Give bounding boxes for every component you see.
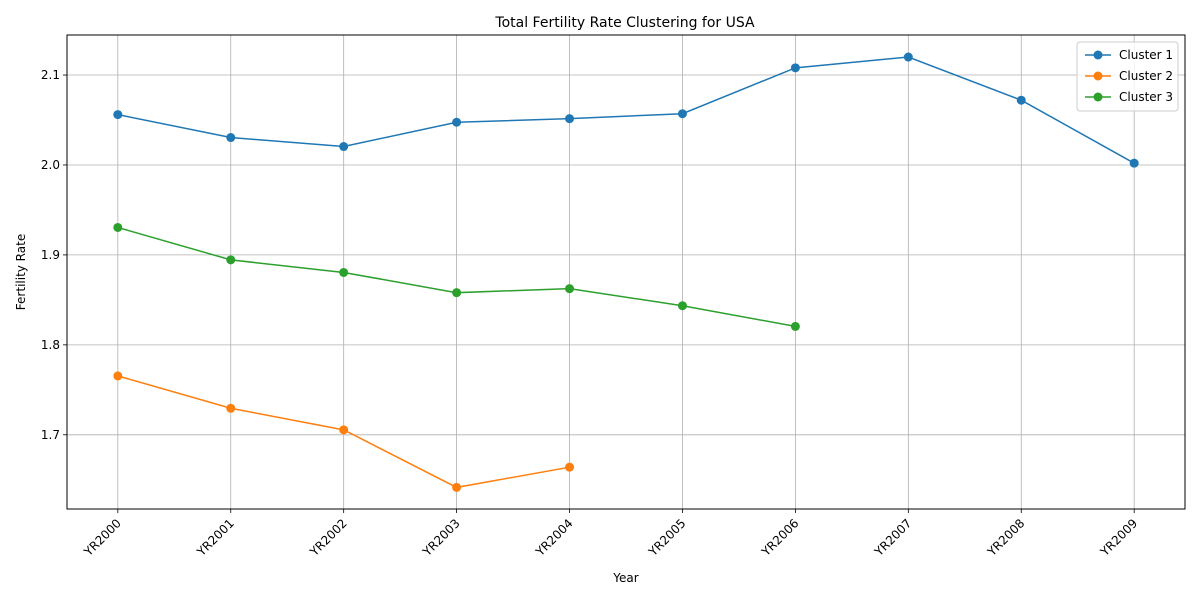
data-point	[339, 425, 349, 435]
y-tick-label: 1.8	[41, 338, 60, 352]
y-axis-label: Fertility Rate	[14, 234, 28, 310]
data-point	[226, 255, 236, 265]
series-1	[113, 52, 1139, 168]
series-2	[113, 371, 575, 492]
data-point	[1016, 95, 1026, 105]
data-point	[1129, 158, 1139, 168]
data-point	[113, 110, 123, 120]
data-point	[677, 109, 687, 119]
y-tick-label: 2.1	[41, 68, 60, 82]
data-point	[677, 301, 687, 311]
legend-marker	[1093, 50, 1103, 60]
data-point	[790, 321, 800, 331]
data-point	[113, 371, 123, 381]
data-point	[339, 142, 349, 152]
legend-label: Cluster 1	[1119, 48, 1173, 62]
legend-item: Cluster 1	[1085, 48, 1173, 62]
data-point	[790, 63, 800, 73]
series-line	[117, 56, 1135, 164]
legend-item: Cluster 2	[1085, 69, 1173, 83]
legend-item: Cluster 3	[1085, 90, 1173, 104]
series-3	[113, 222, 800, 331]
y-axis: 1.7 1.8 1.9 2.0 2.1	[41, 68, 67, 442]
chart-title: Total Fertility Rate Clustering for USA	[494, 15, 755, 31]
series-lines	[113, 52, 1139, 492]
legend-marker	[1093, 71, 1103, 81]
plot-frame	[66, 34, 1186, 510]
data-point	[565, 284, 575, 294]
data-point	[452, 482, 462, 492]
data-point	[452, 288, 462, 298]
data-point	[339, 267, 349, 277]
data-point	[226, 133, 236, 143]
data-point	[452, 117, 462, 127]
legend: Cluster 1 Cluster 2 Cluster 3	[1076, 41, 1179, 112]
data-point	[226, 403, 236, 413]
legend-box	[1076, 41, 1179, 112]
legend-marker	[1093, 92, 1103, 102]
data-point	[903, 52, 913, 62]
data-point	[565, 462, 575, 472]
x-axis-label: Year	[612, 571, 638, 585]
legend-label: Cluster 2	[1119, 69, 1173, 83]
legend-label: Cluster 3	[1119, 90, 1173, 104]
data-point	[113, 222, 123, 232]
y-tick-label: 1.7	[41, 428, 60, 442]
data-point	[565, 114, 575, 124]
y-tick-label: 2.0	[41, 158, 60, 172]
y-tick-label: 1.9	[41, 248, 60, 262]
